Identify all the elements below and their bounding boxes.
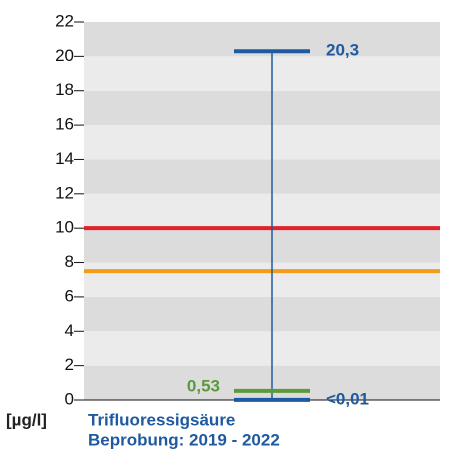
y-tick-label: 8: [65, 252, 74, 271]
y-tick-label: 22: [55, 11, 74, 30]
y-tick-label: 0: [65, 389, 74, 408]
unit-label: [µg/l]: [6, 410, 47, 429]
value-label: 20,3: [326, 41, 359, 60]
chart-title: Trifluoressigsäure: [88, 410, 235, 429]
band: [84, 159, 440, 194]
band: [84, 56, 440, 91]
band: [84, 228, 440, 263]
band: [84, 125, 440, 160]
y-tick-label: 2: [65, 355, 74, 374]
band: [84, 90, 440, 126]
y-tick-label: 16: [55, 115, 74, 134]
band: [84, 331, 440, 366]
band: [84, 193, 440, 229]
y-tick-label: 10: [55, 218, 74, 237]
band: [84, 365, 440, 400]
band: [84, 296, 440, 332]
y-tick-label: 18: [55, 80, 74, 99]
chart-subtitle: Beprobung: 2019 - 2022: [88, 430, 280, 449]
y-tick-label: 12: [55, 183, 74, 202]
value-label: 0,53: [187, 376, 220, 395]
y-tick-label: 4: [65, 321, 74, 340]
band: [84, 262, 440, 297]
value-label: <0,01: [326, 389, 369, 408]
y-tick-label: 14: [55, 149, 74, 168]
y-tick-label: 6: [65, 286, 74, 305]
y-tick-label: 20: [55, 46, 74, 65]
